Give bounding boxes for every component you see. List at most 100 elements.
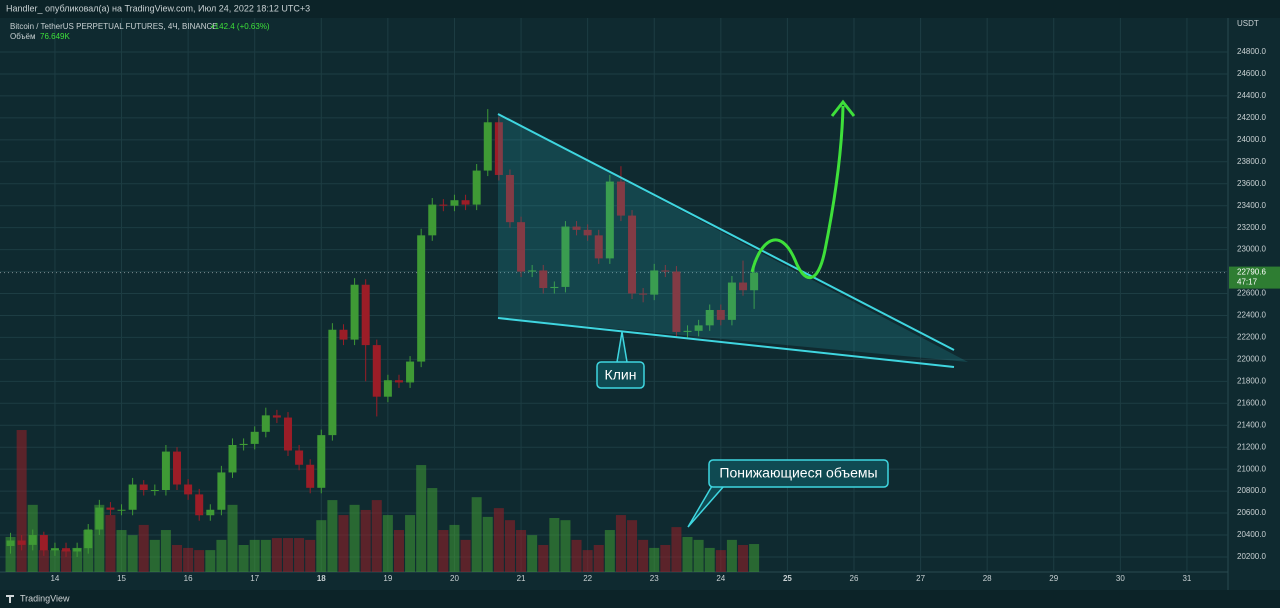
- countdown-label: 47:17: [1237, 278, 1258, 287]
- volume-bar: [449, 524, 460, 572]
- volume-bar: [516, 530, 527, 572]
- volume-bar: [305, 539, 316, 572]
- volume-bar: [660, 544, 671, 572]
- y-tick-label: 24200.0: [1237, 113, 1266, 122]
- volume-bar: [138, 524, 149, 572]
- candle-body: [161, 451, 170, 491]
- volume-bar: [382, 515, 393, 572]
- last-price-box: [1229, 266, 1280, 289]
- annotation: Понижающиеся объемы: [719, 465, 877, 481]
- candle-body: [561, 226, 570, 287]
- volume-bar: [604, 530, 615, 572]
- candle-body: [128, 484, 137, 510]
- volume-bar: [338, 515, 349, 572]
- x-tick-label: 26: [850, 574, 859, 583]
- candle-body: [328, 329, 337, 436]
- x-tick-label: 30: [1116, 574, 1125, 583]
- volume-bar: [649, 547, 660, 572]
- volume-bar: [127, 535, 138, 572]
- volume-bar: [216, 539, 227, 572]
- candle-body: [750, 272, 759, 291]
- candle-body: [317, 435, 326, 488]
- callout-box: [596, 361, 645, 389]
- x-tick-label: 27: [916, 574, 925, 583]
- candle-body: [716, 309, 725, 320]
- candle-body: [28, 535, 37, 545]
- volume-bar: [238, 544, 249, 572]
- y-tick-label: 23000.0: [1237, 245, 1266, 254]
- candle-body: [383, 380, 392, 397]
- candle-body: [39, 535, 48, 551]
- volume-label: Объём: [10, 32, 36, 41]
- y-tick-label: 22200.0: [1237, 333, 1266, 342]
- candle-body: [650, 270, 659, 295]
- y-tick-label: 24600.0: [1237, 69, 1266, 78]
- candle-body: [428, 204, 437, 236]
- candle-body: [517, 222, 526, 272]
- y-tick-label: 22600.0: [1237, 289, 1266, 298]
- y-tick-label: 21000.0: [1237, 464, 1266, 473]
- volume-bar: [704, 547, 715, 572]
- candle-body: [583, 229, 592, 236]
- volume-bar: [72, 547, 83, 572]
- volume-bar: [527, 535, 538, 572]
- y-tick-label: 20200.0: [1237, 552, 1266, 561]
- drawings: Клин Понижающиеся объемы: [497, 99, 968, 528]
- candle-body: [50, 548, 59, 551]
- volume-bar: [471, 497, 482, 572]
- x-tick-label: 18: [317, 574, 326, 583]
- volume-bar: [282, 538, 293, 572]
- candle-body: [17, 540, 26, 545]
- candle-body: [505, 174, 514, 223]
- volume-bar: [749, 544, 760, 572]
- candle-body: [705, 309, 714, 326]
- candle-body: [339, 329, 348, 340]
- x-tick-label: 14: [50, 574, 59, 583]
- currency: USDT: [1237, 19, 1259, 28]
- x-tick-label: 29: [1049, 574, 1058, 583]
- forecast-arrow: [750, 105, 845, 280]
- candle-body: [461, 200, 470, 205]
- volume-bar: [16, 430, 27, 572]
- x-tick-label: 16: [184, 574, 193, 583]
- volume-value: 76.649K: [40, 32, 70, 41]
- candle-body: [572, 226, 581, 230]
- volume-bar: [360, 509, 371, 572]
- y-tick-label: 23600.0: [1237, 179, 1266, 188]
- volume-bar: [393, 530, 404, 572]
- candle-body: [528, 270, 537, 272]
- volume-bar: [593, 544, 604, 572]
- y-tick-label: 24800.0: [1237, 47, 1266, 56]
- volume-bar: [416, 465, 427, 572]
- volume-bar: [682, 536, 693, 572]
- x-tick-label: 15: [117, 574, 126, 583]
- volume-bar: [482, 516, 493, 572]
- volume-bar: [227, 504, 238, 572]
- volume-bar: [571, 539, 582, 572]
- x-tick-label: 19: [383, 574, 392, 583]
- callout-box: [708, 459, 889, 488]
- volume-bar: [560, 520, 571, 572]
- volume-bar: [105, 515, 116, 572]
- y-tick-label: 23200.0: [1237, 223, 1266, 232]
- volume-bar: [327, 500, 338, 572]
- candle-body: [628, 215, 637, 294]
- candle-body: [439, 204, 448, 206]
- y-tick-label: 23400.0: [1237, 201, 1266, 210]
- candle-body: [350, 284, 359, 340]
- x-tick-label: 20: [450, 574, 459, 583]
- candle-body: [727, 282, 736, 320]
- volume-bar: [349, 504, 360, 572]
- volume-bar: [149, 539, 160, 572]
- volume-bar: [615, 515, 626, 572]
- candle-body: [394, 380, 403, 383]
- candle-body: [550, 286, 559, 289]
- candle-body: [306, 464, 315, 488]
- wedge-lower-line: [497, 317, 955, 368]
- x-tick-label: 22: [583, 574, 592, 583]
- y-tick-label: 21800.0: [1237, 376, 1266, 385]
- callout-pointer: [616, 331, 628, 363]
- change: +142.4 (+0.63%): [210, 22, 270, 31]
- candle-body: [250, 431, 259, 444]
